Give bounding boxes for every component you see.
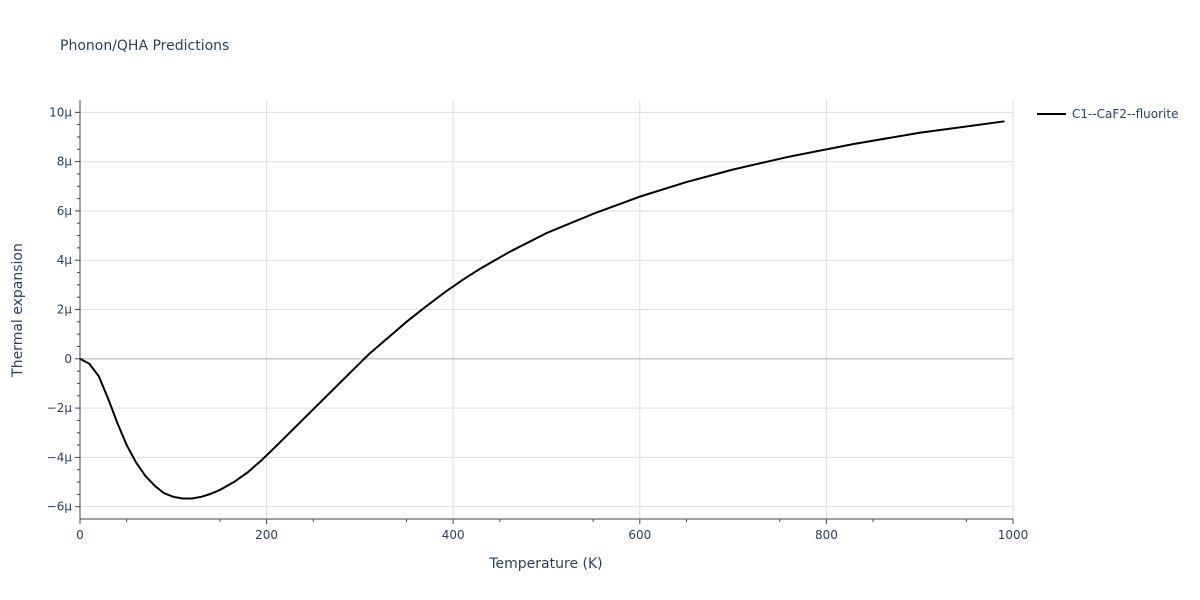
x-tick-label: 200 [255, 528, 278, 542]
y-tick-label: 0 [64, 352, 72, 366]
grid [80, 100, 1014, 519]
x-tick-label: 600 [628, 528, 651, 542]
y-axis-title: Thermal expansion [10, 243, 26, 378]
y-tick-label: −4μ [47, 450, 73, 464]
legend-label: C1--CaF2--fluorite [1072, 107, 1178, 121]
chart-title: Phonon/QHA Predictions [60, 38, 229, 54]
x-tick-label: 400 [442, 528, 465, 542]
x-tick-label: 1000 [998, 528, 1029, 542]
y-tick-label: −6μ [47, 500, 73, 514]
x-tick-label: 800 [815, 528, 838, 542]
y-tick-label: −2μ [47, 401, 73, 415]
legend-item[interactable]: C1--CaF2--fluorite [1037, 107, 1178, 121]
legend[interactable]: C1--CaF2--fluorite [1037, 107, 1178, 121]
x-tick-label: 0 [76, 528, 84, 542]
axes: 0 200 400 600 800 1000 −6μ −4μ −2μ 0 2μ 4μ 6μ 8μ 10μ [47, 100, 1029, 542]
x-axis-title: Temperature (K) [488, 556, 602, 572]
plot-area [79, 120, 1005, 500]
y-tick-label: 2μ [57, 303, 73, 317]
y-tick-label: 10μ [49, 105, 72, 119]
y-tick-label: 6μ [57, 204, 73, 218]
y-tick-label: 4μ [57, 253, 73, 267]
y-tick-label: 8μ [57, 155, 73, 169]
series-line [79, 120, 1005, 500]
